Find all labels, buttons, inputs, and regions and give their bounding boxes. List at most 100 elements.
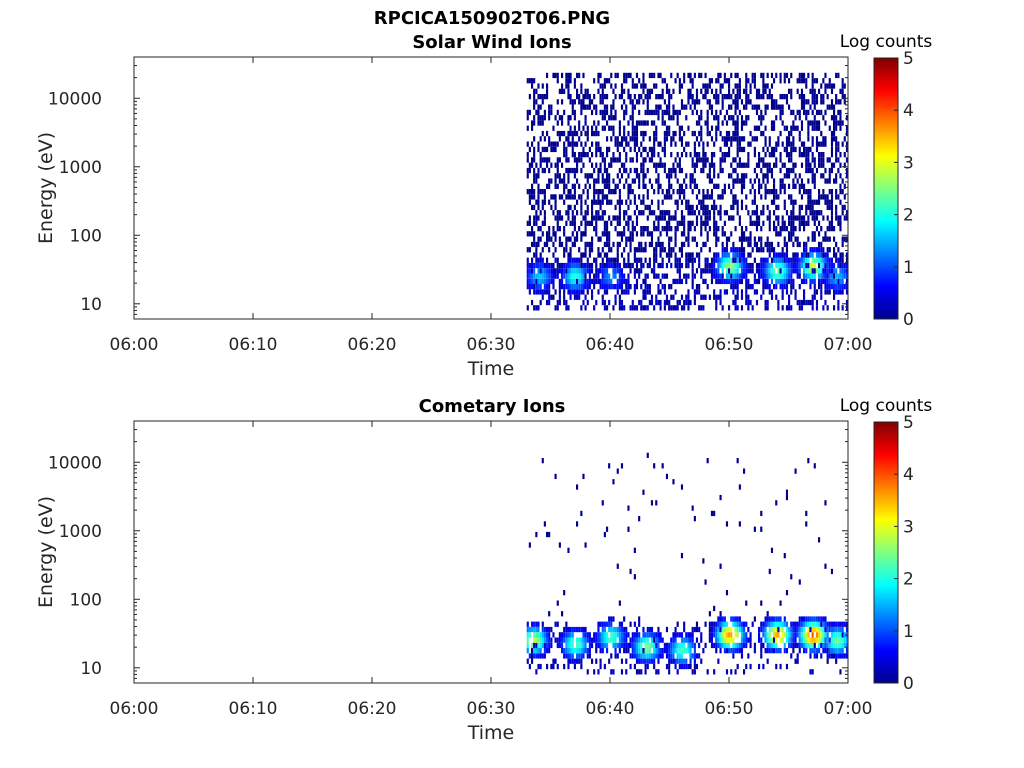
heatmap-cell [837, 289, 840, 295]
heatmap-cell [627, 120, 630, 126]
heatmap-cell [597, 173, 600, 179]
heatmap-cell [792, 136, 795, 142]
heatmap-cell [610, 189, 613, 195]
heatmap-cell [676, 257, 679, 263]
heatmap-cell [708, 268, 711, 274]
heatmap-cell [689, 220, 692, 226]
heatmap-cell [586, 94, 589, 100]
heatmap-cell [704, 72, 707, 79]
heatmap-cell [803, 294, 806, 300]
heatmap-cell [813, 173, 816, 179]
heatmap-cell [595, 231, 598, 237]
heatmap-cell [719, 278, 722, 285]
heatmap-cell [567, 252, 570, 258]
heatmap-cell [839, 257, 842, 263]
heatmap-cell [546, 231, 549, 237]
heatmap-cell [824, 120, 827, 126]
heatmap-cell [657, 189, 660, 195]
heatmap-cell [599, 658, 602, 664]
heatmap-cell [745, 226, 748, 232]
heatmap-cell [606, 199, 609, 205]
heatmap-cell [706, 99, 709, 105]
heatmap-cell [668, 215, 671, 221]
heatmap-cell [803, 262, 806, 269]
heatmap-cell [687, 210, 690, 216]
heatmap-cell [725, 120, 729, 126]
heatmap-cell [766, 83, 769, 89]
heatmap-cell [582, 94, 585, 100]
heatmap-cell [845, 642, 849, 649]
heatmap-cell [674, 167, 677, 174]
heatmap-cell [845, 637, 849, 643]
heatmap-cell [614, 215, 617, 221]
heatmap-cell [740, 99, 744, 105]
heatmap-cell [543, 241, 546, 248]
heatmap-cell [781, 252, 784, 258]
heatmap-cell [785, 626, 789, 633]
heatmap-cell [674, 157, 677, 163]
heatmap-cell [828, 626, 831, 633]
heatmap-cell [721, 231, 724, 237]
heatmap-cell [730, 141, 733, 147]
heatmap-cell [719, 563, 722, 569]
heatmap-cell [730, 262, 733, 269]
heatmap-cell [659, 305, 662, 311]
heatmap-cell [721, 104, 724, 110]
heatmap-cell [818, 626, 821, 633]
heatmap-cell [571, 278, 574, 285]
heatmap-cell [807, 204, 810, 211]
heatmap-cell [835, 94, 838, 100]
heatmap-cell [618, 194, 621, 200]
heatmap-cell [618, 157, 621, 163]
heatmap-cell [599, 167, 602, 174]
heatmap-cell [839, 626, 842, 633]
heatmap-cell [543, 210, 546, 216]
heatmap-cell [730, 268, 733, 274]
heatmap-cell [676, 115, 679, 121]
heatmap-cell [835, 173, 838, 179]
heatmap-cell [644, 183, 647, 189]
heatmap-cell [563, 289, 566, 295]
heatmap-cell [661, 226, 664, 232]
heatmap-cell [783, 173, 786, 179]
heatmap-cell [826, 94, 829, 100]
heatmap-cell [820, 262, 823, 269]
heatmap-cell [749, 88, 752, 94]
heatmap-cell [625, 72, 628, 79]
heatmap-cell [773, 252, 776, 258]
heatmap-cell [612, 268, 615, 274]
heatmap-cell [728, 130, 731, 137]
heatmap-cell [830, 162, 834, 168]
heatmap-cell [571, 268, 574, 274]
heatmap-cell [830, 130, 834, 137]
heatmap-cell [612, 99, 615, 105]
heatmap-cell [715, 226, 718, 232]
heatmap-cell [839, 632, 842, 638]
heatmap-cell [762, 663, 765, 670]
heatmap-cell [779, 663, 782, 670]
heatmap-cell [640, 268, 643, 274]
heatmap-cell [648, 157, 651, 163]
heatmap-cell [588, 637, 591, 643]
heatmap-cell [528, 162, 531, 168]
heatmap-cell [584, 294, 587, 300]
heatmap-cell [775, 632, 778, 638]
heatmap-cell [822, 262, 825, 269]
heatmap-cell [603, 278, 606, 285]
heatmap-cell [751, 621, 754, 627]
heatmap-cell [798, 94, 801, 100]
heatmap-cell [676, 72, 679, 79]
heatmap-cell [586, 189, 589, 195]
heatmap-cell [642, 162, 645, 168]
heatmap-cell [661, 115, 664, 121]
heatmap-cell [713, 226, 716, 232]
heatmap-cell [805, 278, 808, 285]
heatmap-cell [616, 278, 619, 285]
heatmap-cell [591, 215, 594, 221]
heatmap-cell [837, 167, 840, 174]
heatmap-cell [732, 115, 735, 121]
heatmap-cell [552, 284, 555, 290]
heatmap-cell [680, 294, 684, 300]
heatmap-cell [571, 632, 574, 638]
heatmap-cell [616, 632, 619, 638]
